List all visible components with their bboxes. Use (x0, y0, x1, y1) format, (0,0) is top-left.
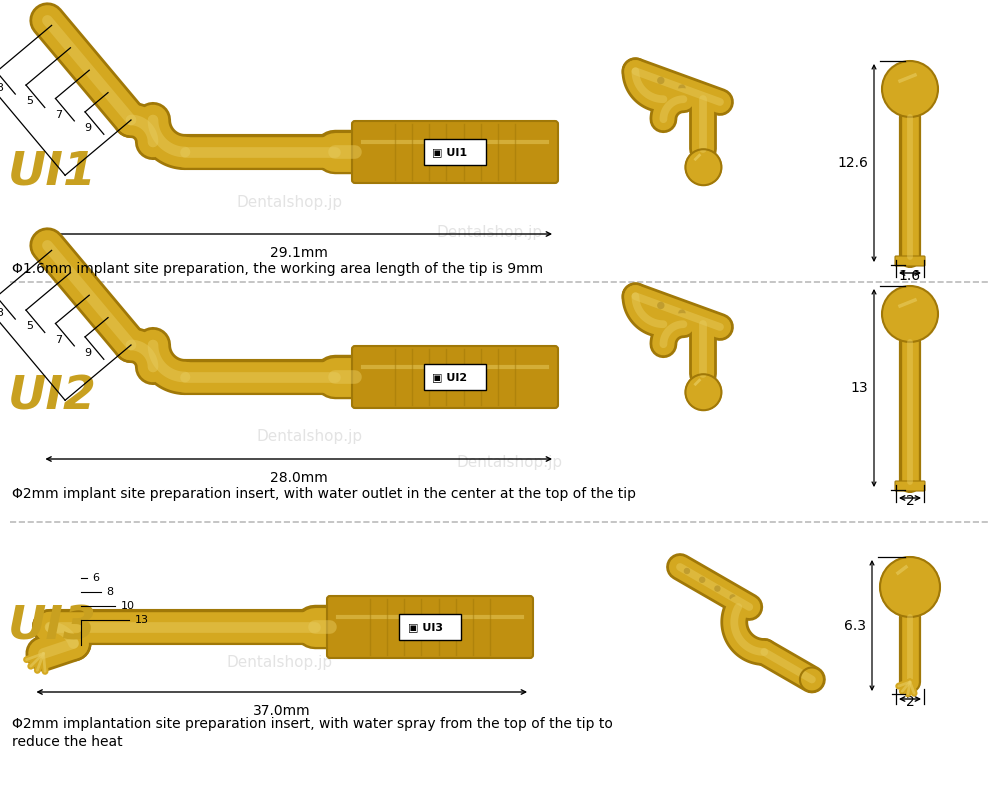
Circle shape (658, 303, 664, 308)
Text: 7: 7 (55, 110, 62, 120)
Circle shape (685, 374, 721, 410)
Text: 2: 2 (906, 695, 914, 709)
Circle shape (685, 149, 721, 185)
Text: 12.6: 12.6 (837, 156, 868, 170)
Circle shape (730, 595, 735, 600)
Text: 28.0mm: 28.0mm (270, 471, 328, 485)
Circle shape (679, 310, 685, 316)
Text: 10: 10 (120, 601, 134, 611)
Circle shape (800, 668, 824, 691)
FancyBboxPatch shape (895, 256, 925, 266)
Text: 9: 9 (85, 124, 92, 133)
Text: Dentalshop.jp: Dentalshop.jp (457, 455, 563, 470)
Text: 8: 8 (106, 588, 114, 597)
Circle shape (679, 86, 685, 91)
Circle shape (700, 577, 705, 582)
FancyBboxPatch shape (424, 139, 486, 165)
Text: 6.3: 6.3 (844, 619, 866, 633)
FancyBboxPatch shape (399, 614, 461, 640)
Text: 13: 13 (850, 381, 868, 395)
Text: Φ2mm implant site preparation insert, with water outlet in the center at the top: Φ2mm implant site preparation insert, wi… (12, 487, 636, 501)
Text: 37.0mm: 37.0mm (253, 704, 311, 718)
Text: 1.6: 1.6 (899, 269, 921, 283)
Circle shape (700, 318, 706, 324)
Text: 6: 6 (92, 573, 99, 584)
Text: 5: 5 (26, 97, 33, 106)
Text: ▣ UI2: ▣ UI2 (432, 372, 468, 382)
Ellipse shape (882, 61, 938, 117)
Text: Φ1.6mm implant site preparation, the working area length of the tip is 9mm: Φ1.6mm implant site preparation, the wor… (12, 262, 543, 276)
FancyBboxPatch shape (327, 596, 533, 658)
Circle shape (715, 586, 720, 591)
Text: 3: 3 (0, 83, 3, 93)
Text: 3: 3 (0, 308, 3, 318)
Circle shape (684, 569, 689, 573)
Text: 13: 13 (134, 615, 148, 626)
Text: 5: 5 (26, 322, 33, 331)
Text: Φ2mm implantation site preparation insert, with water spray from the top of the : Φ2mm implantation site preparation inser… (12, 717, 613, 749)
Text: UI1: UI1 (8, 150, 96, 195)
Text: 29.1mm: 29.1mm (270, 246, 328, 260)
Text: 7: 7 (55, 335, 62, 345)
Text: ▣ UI3: ▣ UI3 (408, 622, 442, 632)
FancyBboxPatch shape (424, 364, 486, 390)
Text: Dentalshop.jp: Dentalshop.jp (257, 429, 363, 444)
Text: 9: 9 (85, 348, 92, 358)
Text: ▣ UI1: ▣ UI1 (432, 147, 468, 157)
Circle shape (658, 78, 664, 83)
FancyBboxPatch shape (895, 481, 925, 491)
Text: 2: 2 (906, 494, 914, 508)
Text: Dentalshop.jp: Dentalshop.jp (437, 224, 543, 239)
Circle shape (700, 93, 706, 99)
Text: Dentalshop.jp: Dentalshop.jp (227, 654, 333, 669)
FancyBboxPatch shape (352, 121, 558, 183)
Text: UI2: UI2 (8, 375, 96, 420)
Text: Dentalshop.jp: Dentalshop.jp (237, 195, 343, 210)
Text: UI3: UI3 (8, 604, 96, 649)
FancyBboxPatch shape (352, 346, 558, 408)
Circle shape (880, 557, 940, 617)
Ellipse shape (882, 286, 938, 342)
